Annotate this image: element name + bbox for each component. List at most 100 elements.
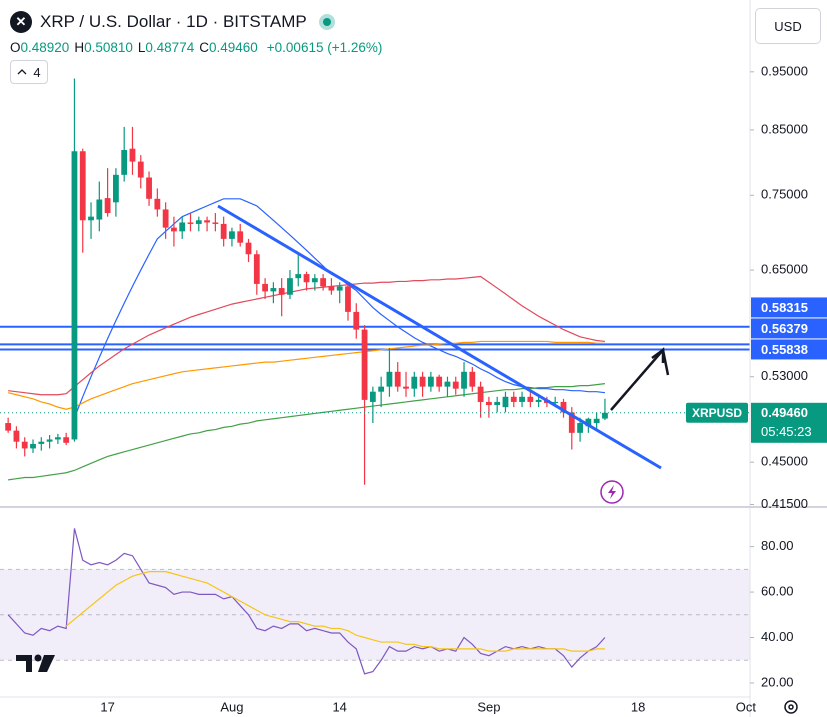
candle-body <box>96 199 103 220</box>
candle-body <box>287 278 293 295</box>
candle-body <box>485 401 492 406</box>
candle-body <box>162 209 169 228</box>
candle-body <box>187 222 194 224</box>
candle-body <box>295 274 302 279</box>
arrow-head <box>651 347 665 363</box>
candle-body <box>88 216 94 221</box>
candle-body <box>336 286 343 291</box>
candle-body <box>270 288 277 292</box>
candle-body <box>245 242 252 255</box>
candle-body <box>419 376 426 387</box>
rsi-line <box>65 571 605 652</box>
candle-body <box>436 376 443 387</box>
candle-body <box>121 149 128 175</box>
y-tick-label: 0.85000 <box>761 121 808 136</box>
level-label-box <box>751 297 827 318</box>
tv-logo <box>16 654 55 672</box>
settings-icon[interactable] <box>784 700 798 714</box>
x-tick-label: 17 <box>100 699 114 714</box>
candle-body <box>30 443 36 449</box>
candle-body <box>220 223 227 239</box>
rsi-line <box>7 528 606 675</box>
candle-body <box>452 381 459 389</box>
y-tick-label: 0.95000 <box>761 63 808 78</box>
x-tick-label: Oct <box>736 699 757 714</box>
market-status[interactable] <box>318 14 335 30</box>
x-tick-label: 18 <box>631 699 645 714</box>
candle-body <box>519 396 525 402</box>
y-tick-label: 0.75000 <box>761 187 808 202</box>
price-change: +0.00615 (+1.26%) <box>266 40 383 55</box>
candle-body <box>303 274 310 283</box>
candle-body <box>568 412 575 433</box>
candle-body <box>46 439 53 442</box>
candle-body <box>494 401 501 406</box>
candle-body <box>444 381 451 387</box>
indicators-toggle[interactable]: 4 <box>10 60 48 84</box>
currency-button[interactable]: USD <box>755 8 821 44</box>
candle-body <box>527 396 534 402</box>
candle-body <box>345 286 351 312</box>
candle-body <box>129 148 136 162</box>
candle-body <box>560 401 567 413</box>
rsi-pane <box>0 528 750 675</box>
currency: USD <box>774 18 802 34</box>
candle-body <box>427 376 434 387</box>
candle-body <box>602 412 608 419</box>
moving-average <box>8 383 606 481</box>
candle-body <box>154 198 161 210</box>
candle-body <box>137 161 144 178</box>
candle-body <box>112 174 119 203</box>
candle-body <box>593 418 600 424</box>
ohlc-value: 0.50810 <box>84 40 133 55</box>
candle-body <box>71 151 78 440</box>
rsi-y-tick-label: 20.00 <box>761 674 794 689</box>
candle-body <box>171 227 177 232</box>
candle-body <box>21 441 28 449</box>
candle-body <box>237 231 244 243</box>
candle-body <box>510 396 517 402</box>
symbol-row: ✕ XRP / U.S. Dollar · 1D · BITSTAMP <box>10 8 382 36</box>
candle-body <box>577 423 583 433</box>
level-label-box <box>751 318 827 339</box>
candle-body <box>403 386 409 389</box>
axes: 0.95000 0.85000 0.75000 0.65000 0.53000 0.450… <box>100 63 827 714</box>
y-tick-label: 0.45000 <box>761 454 808 469</box>
candle-body <box>278 288 285 295</box>
last-price-label: 0.49460 <box>761 405 808 420</box>
x-tick-label: Aug <box>220 699 243 714</box>
symbol-label: XRPUSD <box>692 406 742 420</box>
trend-line <box>217 204 662 470</box>
candle-body <box>361 329 368 400</box>
candle-body <box>353 311 360 330</box>
candle-body <box>179 222 186 232</box>
candle-body <box>38 441 45 444</box>
level-label: 0.58315 <box>761 300 808 315</box>
y-tick-label: 0.53000 <box>761 368 808 383</box>
candle-body <box>411 376 418 389</box>
rsi-y-tick-label: 40.00 <box>761 629 794 644</box>
ohlc-values: O0.48920 H0.50810 L0.48774 C0.49460 +0.00615… <box>10 40 382 55</box>
ohlc-value: 0.48920 <box>20 40 70 55</box>
countdown: 05:45:23 <box>761 424 812 439</box>
level-label: 0.56379 <box>761 321 808 336</box>
candle-body <box>104 198 111 214</box>
symbol-title[interactable]: XRP / U.S. Dollar · 1D · BITSTAMP <box>40 12 307 31</box>
candle-body <box>311 278 318 283</box>
candle-body <box>535 399 542 402</box>
symbol-label-box <box>686 402 748 423</box>
ohlc-key: H <box>74 40 85 55</box>
candle-body <box>320 278 327 287</box>
candle-body <box>469 371 476 387</box>
lightning <box>608 485 616 499</box>
chevron <box>17 69 27 75</box>
candle-body <box>386 371 393 387</box>
candle-body <box>146 177 152 199</box>
candle-body <box>253 254 260 284</box>
alert-icon[interactable] <box>600 480 624 504</box>
symbol-logo: ✕ <box>10 11 32 33</box>
candle-body <box>195 220 202 224</box>
candle-body <box>378 386 385 392</box>
